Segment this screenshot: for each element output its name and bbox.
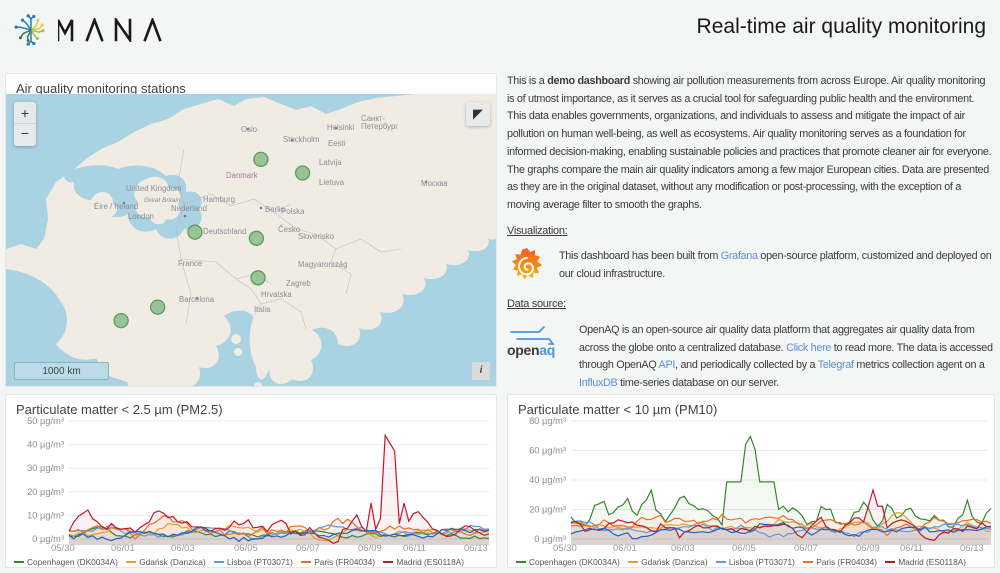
svg-text:Oslo: Oslo <box>241 125 258 134</box>
svg-text:Hrvatska: Hrvatska <box>261 290 292 299</box>
svg-text:40 µg/m³: 40 µg/m³ <box>529 475 566 485</box>
svg-text:Éire / Ireland: Éire / Ireland <box>94 202 138 211</box>
svg-text:Eesti: Eesti <box>328 139 346 148</box>
svg-text:Lietuva: Lietuva <box>319 178 345 187</box>
svg-text:30 µg/m³: 30 µg/m³ <box>27 463 64 473</box>
svg-text:Deutschland: Deutschland <box>203 227 246 236</box>
svg-text:Петербург: Петербург <box>361 122 398 131</box>
svg-text:Nederland: Nederland <box>171 204 207 213</box>
svg-text:20 µg/m³: 20 µg/m³ <box>529 505 566 515</box>
svg-text:openaq: openaq <box>507 342 555 358</box>
svg-text:50 µg/m³: 50 µg/m³ <box>27 416 64 426</box>
svg-text:France: France <box>178 259 202 268</box>
svg-text:Danmark: Danmark <box>226 171 258 180</box>
svg-text:Latvija: Latvija <box>319 158 342 167</box>
svg-text:Zagreb: Zagreb <box>286 279 311 288</box>
svg-text:Great Britain: Great Britain <box>144 197 181 204</box>
svg-text:Polska: Polska <box>281 207 305 216</box>
svg-text:40 µg/m³: 40 µg/m³ <box>27 440 64 450</box>
svg-text:10 µg/m³: 10 µg/m³ <box>27 510 64 520</box>
svg-text:Hamburg: Hamburg <box>203 195 235 204</box>
svg-text:20 µg/m³: 20 µg/m³ <box>27 487 64 497</box>
svg-text:Magyarország: Magyarország <box>298 260 347 269</box>
svg-text:Москва: Москва <box>421 179 448 188</box>
svg-text:Barcelona: Barcelona <box>179 295 215 304</box>
svg-text:80 µg/m³: 80 µg/m³ <box>529 416 566 426</box>
svg-text:Italia: Italia <box>254 305 271 314</box>
svg-text:60 µg/m³: 60 µg/m³ <box>529 446 566 456</box>
svg-text:Helsinki: Helsinki <box>327 123 355 132</box>
svg-text:Stockholm: Stockholm <box>283 135 319 144</box>
svg-text:London: London <box>128 212 154 221</box>
svg-text:Slovensko: Slovensko <box>298 232 335 241</box>
svg-text:United Kingdom: United Kingdom <box>126 184 181 193</box>
